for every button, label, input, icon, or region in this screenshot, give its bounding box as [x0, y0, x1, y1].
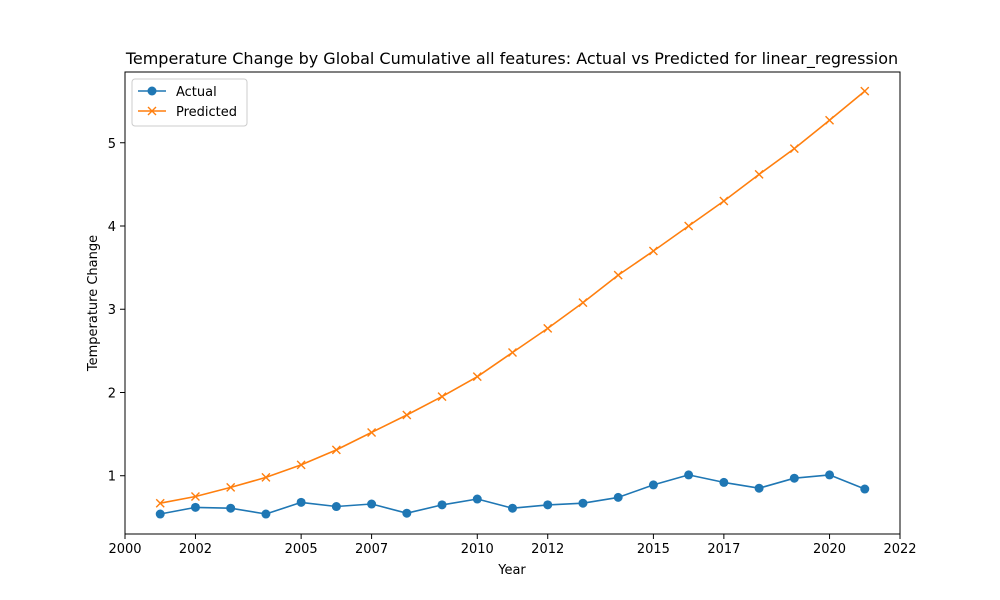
x-tick-label: 2020 [813, 542, 846, 557]
y-axis: 1 2 3 4 5 [108, 137, 125, 485]
x-tick-label: 2022 [883, 542, 916, 557]
y-tick-label: 4 [108, 220, 116, 235]
x-axis-label: Year [497, 563, 526, 578]
y-tick-label: 1 [108, 470, 116, 485]
predicted-data-point [226, 482, 236, 492]
actual-legend-label: Actual [176, 85, 217, 100]
actual-data-point [367, 499, 377, 509]
actual-legend-marker [147, 86, 157, 96]
actual-data-point [155, 509, 165, 519]
series-layer [155, 86, 870, 519]
x-tick-label: 2000 [108, 542, 141, 557]
actual-data-point [719, 477, 729, 487]
predicted-data-point [331, 445, 341, 455]
x-tick-label: 2017 [707, 542, 740, 557]
actual-data-point [402, 508, 412, 518]
plot-area [124, 71, 901, 535]
predicted-data-point [402, 410, 412, 420]
legend: Actual Predicted [131, 78, 248, 127]
actual-data-point [296, 497, 306, 507]
actual-data-point [578, 498, 588, 508]
actual-data-point [613, 492, 623, 502]
predicted-data-point [613, 270, 623, 280]
predicted-data-point [825, 115, 835, 125]
actual-data-point [472, 494, 482, 504]
actual-data-point [261, 509, 271, 519]
predicted-data-point [648, 246, 658, 256]
actual-data-point [226, 503, 236, 513]
chart-title: Temperature Change by Global Cumulative … [125, 49, 898, 69]
actual-data-point [190, 502, 200, 512]
x-tick-label: 2005 [285, 542, 318, 557]
actual-data-point [648, 480, 658, 490]
predicted-data-point [860, 86, 870, 96]
axes-frame [124, 71, 901, 535]
y-tick-label: 3 [108, 303, 116, 318]
predicted-data-point [789, 144, 799, 154]
actual-data-point [860, 484, 870, 494]
actual-data-point [437, 500, 447, 510]
actual-data-point [543, 500, 553, 510]
predicted-data-point [437, 392, 447, 402]
predicted-legend-label: Predicted [176, 105, 237, 120]
predicted-data-point [261, 472, 271, 482]
predicted-data-point [367, 427, 377, 437]
predicted-data-point [754, 169, 764, 179]
x-tick-label: 2010 [461, 542, 494, 557]
actual-data-point [508, 503, 517, 513]
actual-data-point [684, 470, 694, 480]
x-tick-label: 2007 [355, 542, 388, 557]
predicted-data-point [719, 196, 729, 206]
y-tick-label: 2 [108, 386, 116, 401]
y-tick-label: 5 [108, 137, 116, 152]
x-axis: 2000 2002 2005 2007 2010 2012 2015 2017 2020 2022 [108, 534, 917, 557]
predicted-data-point [296, 460, 306, 470]
x-tick-label: 2002 [179, 542, 212, 557]
x-tick-label: 2012 [531, 542, 564, 557]
predicted-data-point [578, 298, 588, 308]
actual-data-point [754, 483, 764, 493]
actual-data-point [331, 502, 341, 512]
actual-data-point [825, 470, 835, 480]
predicted-data-point [684, 221, 694, 231]
predicted-data-point [472, 372, 482, 382]
actual-data-point [789, 473, 799, 483]
predicted-legend-marker [147, 106, 157, 116]
predicted-data-point [155, 498, 165, 508]
x-tick-label: 2015 [637, 542, 670, 557]
y-axis-label: Temperature Change [86, 235, 101, 372]
predicted-data-point [543, 323, 553, 333]
predicted-data-point [190, 492, 200, 502]
predicted-data-point [508, 348, 517, 358]
